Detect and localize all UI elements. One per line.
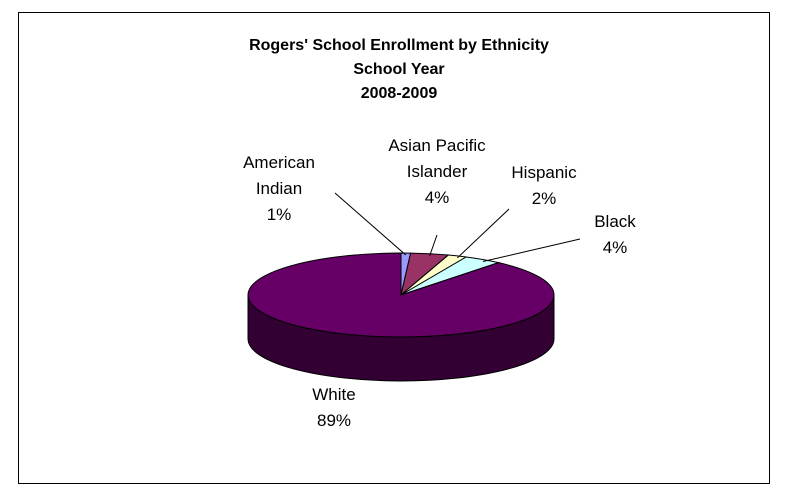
slice-percent-2: 2% xyxy=(532,189,557,208)
slice-name-1-1: Islander xyxy=(407,162,468,181)
slice-name-1-0: Asian Pacific xyxy=(388,136,486,155)
slice-label-2: Hispanic 2% xyxy=(511,163,577,208)
leader-line-2 xyxy=(456,208,510,259)
chart-title-line-2: School Year xyxy=(353,61,444,78)
slice-label-1: Asian Pacific Islander 4% xyxy=(388,136,486,207)
leader-line-1 xyxy=(429,234,438,256)
chart-title-line-1: Rogers' School Enrollment by Ethnicity xyxy=(249,37,549,54)
slice-label-group: American Indian 1% Asian Pacific Islander 4% H… xyxy=(243,136,636,430)
slice-percent-3: 4% xyxy=(603,238,628,257)
slice-percent-0: 1% xyxy=(267,205,292,224)
slice-name-2-0: Hispanic xyxy=(511,163,577,182)
slice-name-3-0: Black xyxy=(594,212,636,231)
leader-line-group xyxy=(334,192,581,263)
slice-percent-4: 89% xyxy=(317,411,351,430)
pie-chart: Rogers' School Enrollment by Ethnicity S… xyxy=(243,37,636,430)
pie-top-group xyxy=(247,252,555,338)
slice-label-4: White 89% xyxy=(312,385,355,430)
slice-label-3: Black 4% xyxy=(594,212,636,257)
chart-title: Rogers' School Enrollment by Ethnicity S… xyxy=(249,37,549,102)
slice-label-0: American Indian 1% xyxy=(243,153,315,224)
chart-title-line-3: 2008-2009 xyxy=(361,85,438,102)
pie-slice-4 xyxy=(247,252,555,338)
chart-frame: Rogers' School Enrollment by Ethnicity S… xyxy=(18,12,770,484)
slice-name-4-0: White xyxy=(312,385,355,404)
slice-name-0-1: Indian xyxy=(256,179,302,198)
leader-line-3 xyxy=(482,238,581,263)
slice-percent-1: 4% xyxy=(425,188,450,207)
slice-name-0-0: American xyxy=(243,153,315,172)
leader-line-0 xyxy=(334,192,407,256)
